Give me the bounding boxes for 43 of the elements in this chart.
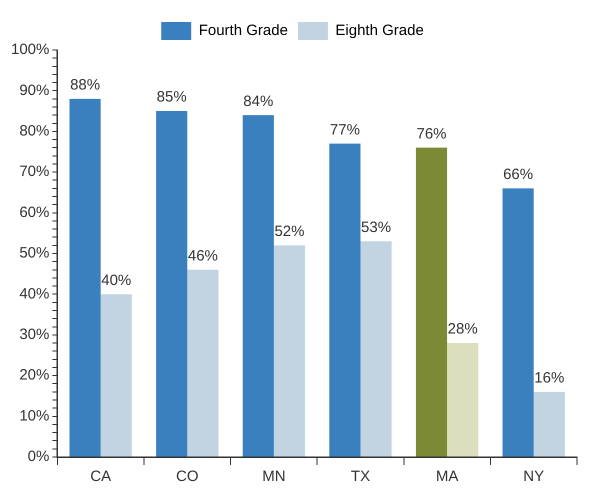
y-tick-label: 0% (28, 448, 50, 466)
y-tick-label: 60% (19, 204, 50, 221)
data-label: 88% (70, 76, 100, 94)
y-tick-label: 20% (19, 366, 50, 384)
bar (502, 188, 534, 456)
data-label: 76% (416, 125, 447, 142)
data-label: 16% (534, 370, 564, 387)
data-label: 77% (330, 121, 360, 138)
legend-label: Fourth Grade (198, 22, 288, 40)
data-label: 46% (188, 247, 218, 264)
data-label: 40% (101, 272, 132, 289)
bar (416, 148, 448, 456)
y-tick-label: 10% (19, 407, 50, 424)
data-label: 53% (361, 218, 392, 236)
y-tick-label: 50% (19, 244, 50, 262)
bar (242, 115, 274, 456)
x-tick-label: CO (176, 468, 199, 486)
x-tick-label: NY (523, 468, 544, 486)
legend-label: Eighth Grade (335, 22, 424, 40)
bar (69, 98, 101, 456)
y-tick-label: 100% (10, 41, 50, 58)
data-label: 28% (448, 320, 478, 338)
x-tick-label: CA (90, 468, 112, 486)
y-tick-label: 30% (19, 326, 50, 344)
bar (274, 245, 306, 456)
bar (534, 392, 565, 456)
x-tick-label: MN (262, 468, 286, 486)
data-label: 52% (274, 223, 304, 240)
y-tick-label: 40% (19, 285, 50, 302)
y-tick-label: 90% (19, 82, 50, 99)
bar (156, 111, 188, 456)
bar (447, 343, 478, 456)
bar (360, 241, 392, 456)
bar (329, 144, 360, 456)
bar (100, 294, 132, 456)
x-tick-label: TX (350, 468, 370, 486)
data-label: 85% (156, 88, 187, 106)
data-label: 66% (503, 166, 534, 184)
y-tick-label: 70% (19, 163, 50, 180)
y-tick-label: 80% (19, 122, 50, 140)
data-label: 84% (243, 92, 274, 110)
x-tick-label: MA (436, 468, 458, 486)
bar (187, 270, 218, 456)
